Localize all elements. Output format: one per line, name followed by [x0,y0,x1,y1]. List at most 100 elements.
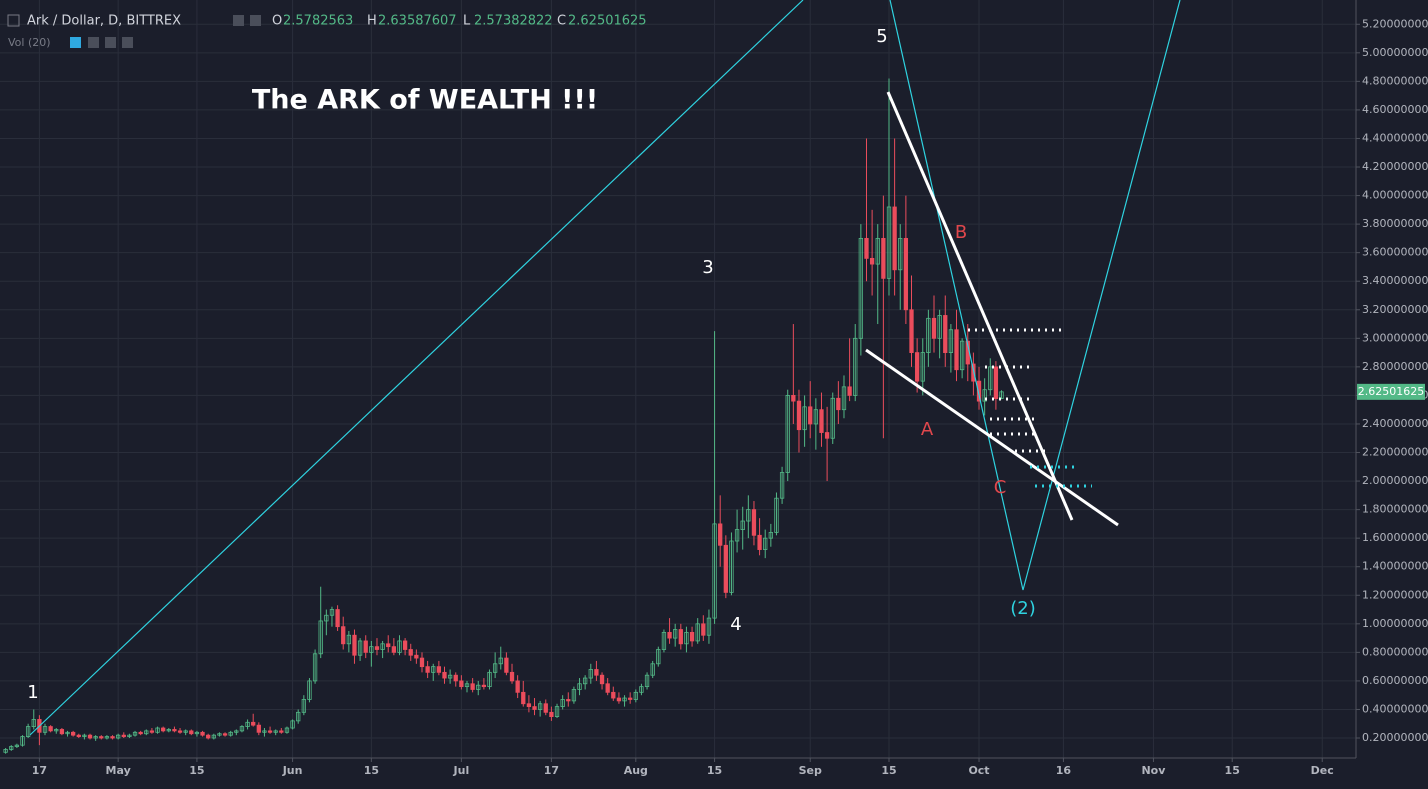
candle-body [926,317,931,353]
ohlc-value: 2.5782563 [283,14,353,29]
candle-body [65,731,70,735]
time-axis [0,758,1356,785]
chart-title: The ARK of WEALTH !!! [252,85,598,116]
candle-body [397,640,402,653]
candle-body [667,631,672,639]
candle-body [380,643,385,650]
wave-label: 3 [702,257,713,278]
candle-body [104,736,110,739]
candle-body [498,657,503,665]
candle-body [830,397,835,439]
candle-body [357,640,363,656]
candle-body [189,730,194,735]
candle-body [656,649,661,665]
candle-body [279,730,284,733]
wave-label: C [994,477,1007,498]
candle-body [808,406,813,425]
legend: Ark / Dollar, D, BITTREX O 2.5782563 H 2… [7,14,647,49]
candle-body [577,683,582,690]
candle-body [740,520,745,531]
candle-body [538,703,543,710]
ohlc-letter: O [272,14,282,29]
candle-body [605,683,610,693]
icon[interactable] [122,37,133,48]
icon[interactable] [105,37,116,48]
candle-body [566,699,571,702]
candle-body [673,629,678,639]
candle-body [369,646,374,653]
y-tick-label: 0.80000000 [1362,645,1428,658]
candle-body [509,671,515,682]
candle-body [155,727,160,733]
candle-body [599,674,605,685]
x-tick-label: Jul [453,764,470,777]
candle-body [301,699,306,713]
candle-body [459,680,464,688]
candle-body [504,657,509,673]
x-tick-label: Oct [968,764,989,777]
candle-body [751,509,757,536]
y-tick-label: 0.60000000 [1362,674,1428,687]
candle-body [554,706,560,718]
ohlc-value: 2.63587607 [378,14,457,29]
candle-body [54,729,59,732]
candle-body [251,721,256,726]
candle-body [588,669,593,679]
candle-body [999,391,1004,399]
candle-body [470,683,475,690]
icon[interactable] [70,37,81,48]
candle-body [234,730,239,733]
trend-line [29,0,804,736]
candle-body [42,726,48,733]
y-tick-label: 5.00000000 [1362,46,1428,59]
candle-body [734,529,740,542]
candle-body [881,237,886,279]
x-tick-label: 15 [364,764,379,777]
candle-body [352,634,357,656]
candle-body [841,386,847,411]
candle-body [858,237,864,339]
ohlc-letter: H [367,14,377,29]
candle-body [785,395,790,473]
candle-body [149,730,155,733]
wave-label: 4 [730,614,741,635]
candle-body [723,544,728,593]
candle-body [200,731,205,736]
collapse-icon[interactable] [7,14,20,27]
candle-body [650,663,655,676]
candle-body [76,734,81,737]
candle-body [847,386,852,396]
candle-body [408,649,413,656]
candle-body [492,663,498,673]
icon[interactable] [233,15,244,26]
candle-body [324,614,329,622]
x-tick-label: 15 [707,764,722,777]
candle-body [262,730,267,733]
candle-body [549,711,554,718]
icon[interactable] [88,37,99,48]
candle-body [138,731,143,735]
y-tick-label: 2.40000000 [1362,417,1428,430]
symbol: Ark / Dollar, D, BITTREX [27,14,181,29]
candle-body [898,237,903,271]
candle-body [425,666,430,673]
candle-body [729,540,734,593]
candle-body [431,666,436,673]
ohlc-letter: C [557,14,566,29]
icon[interactable] [250,15,261,26]
candle-body [447,674,453,679]
ohlc-value: 2.62501625 [568,14,647,29]
candle-body [543,703,548,713]
y-tick-label: 3.40000000 [1362,274,1428,287]
candle-body [391,646,397,653]
candle-body [695,623,700,642]
candle-body [256,724,261,733]
candle-body [217,733,222,736]
candle-body [931,317,937,339]
candle-body [853,337,858,396]
candle-body [335,609,340,628]
candles [3,78,1004,754]
wave-label: 5 [876,26,887,47]
